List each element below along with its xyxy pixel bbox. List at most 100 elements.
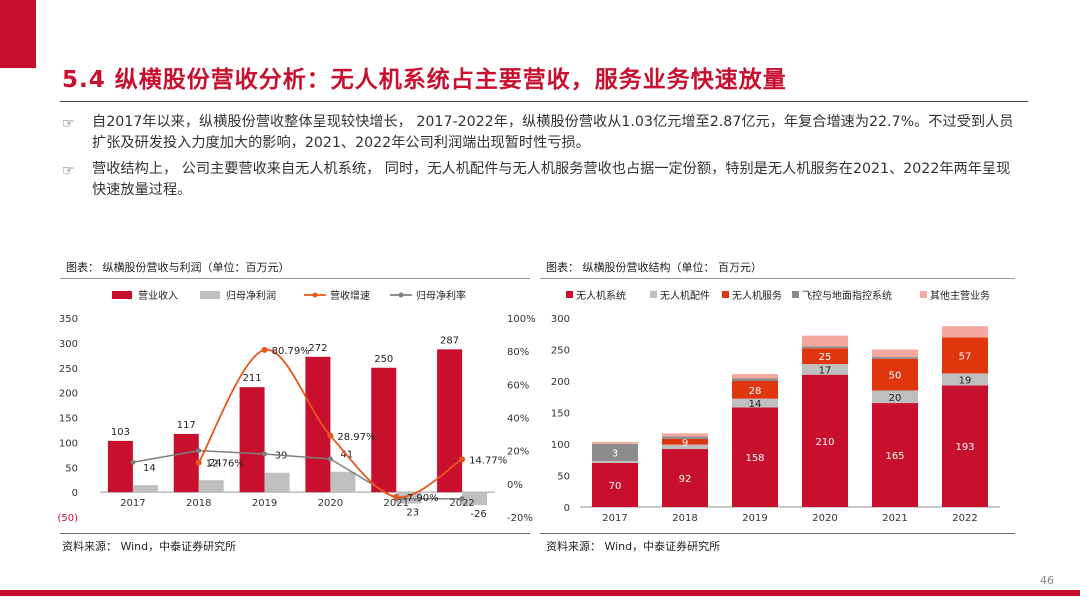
stacked-bar-segment: [872, 349, 918, 358]
legend-label: 飞控与地面指控系统: [802, 289, 892, 302]
revenue-data-label: 211: [243, 373, 262, 384]
segment-data-label: 165: [885, 451, 904, 462]
stacked-bar-segment: [662, 436, 708, 439]
stacked-bar-segment: [732, 378, 778, 381]
segment-data-label: 9: [682, 438, 688, 449]
profit-data-label: -26: [470, 509, 486, 520]
net-margin-point: [262, 451, 268, 457]
revenue-data-label: 103: [111, 427, 130, 438]
stacked-bar-segment: [872, 403, 918, 507]
revenue-growth-label: 80.79%: [272, 346, 310, 357]
segment-data-label: 14: [749, 399, 762, 410]
x-tick-label: 2021: [882, 513, 907, 524]
legend-swatch: [650, 291, 657, 298]
segment-data-label: 57: [959, 351, 972, 362]
revenue-growth-label: 28.97%: [337, 432, 375, 443]
right-chart-source-rule: [540, 533, 1015, 534]
legend-swatch: [566, 291, 573, 298]
stacked-bar-segment: [942, 373, 988, 386]
stacked-bar-segment: [592, 462, 638, 507]
pointing-hand-icon: ☞: [62, 163, 75, 179]
revenue-data-label: 272: [308, 343, 327, 354]
stacked-bar-segment: [872, 358, 918, 391]
revenue-bar: [305, 356, 331, 493]
profit-data-label: 24: [209, 458, 222, 469]
y-tick-label: 0: [564, 503, 570, 514]
y-tick-label: 100: [551, 440, 570, 451]
legend-swatch: [792, 291, 799, 298]
revenue-bar: [173, 433, 199, 493]
segment-data-label: 28: [749, 386, 762, 397]
y-tick-label: 150: [59, 414, 78, 425]
legend-swatch: [920, 291, 927, 298]
legend-label: 营业收入: [138, 289, 178, 302]
revenue-growth-point: [327, 432, 334, 439]
y2-tick-label: 100%: [507, 314, 536, 325]
revenue-data-label: 117: [177, 420, 196, 431]
y-tick-label: 200: [59, 389, 78, 400]
page-number: 46: [1040, 574, 1054, 587]
title-divider: [60, 101, 1028, 102]
x-tick-label: 2018: [672, 513, 697, 524]
x-tick-label: 2020: [318, 498, 343, 509]
revenue-growth-label: 14.77%: [469, 455, 507, 466]
x-tick-label: 2019: [742, 513, 767, 524]
legend-label: 归母净利率: [416, 289, 466, 302]
x-tick-label: 2021: [384, 498, 409, 509]
stacked-bar-segment: [662, 433, 708, 437]
revenue-bar: [107, 440, 133, 493]
revenue-bar: [239, 387, 265, 493]
revenue-growth-point: [393, 493, 400, 500]
stacked-bar-segment: [802, 346, 848, 349]
bullet-text: 营收结构上， 公司主要营收来自无人机系统， 同时，无人机配件与无人机服务营收也占…: [92, 161, 1011, 198]
bottom-accent-bar: [0, 590, 1080, 596]
left-chart-caption-rule: [60, 278, 530, 279]
legend-label: 其他主营业务: [930, 289, 990, 302]
y-tick-label: 0: [72, 488, 78, 499]
revenue-profit-chart: (50) 0 50 100 150 200 250 300 350 -20% 0% 20% 40% 60%…: [57, 289, 536, 524]
y-tick-label: 200: [551, 377, 570, 388]
stacked-bar-segment: [802, 363, 848, 375]
legend-label: 营收增速: [330, 289, 370, 302]
x-tick-label: 2020: [812, 513, 837, 524]
corner-accent-bar: [0, 0, 36, 68]
left-chart-caption: 图表： 纵横股份营收与利润（单位：百万元）: [66, 261, 290, 274]
right-chart-caption: 图表： 纵横股份营收结构（单位： 百万元）: [546, 261, 762, 274]
revenue-bar: [371, 367, 397, 493]
profit-bar: [264, 472, 290, 493]
revenue-growth-label: 12.76%: [206, 459, 244, 470]
y-tick-label: 350: [59, 314, 78, 325]
bullet-item: ☞ 自2017年以来，纵横股份营收整体呈现较快增长， 2017-2022年，纵横…: [62, 112, 1022, 154]
y-tick-label: 50: [557, 472, 570, 483]
page-title: 5.4 纵横股份营收分析：无人机系统占主要营收，服务业务快速放量: [62, 67, 787, 93]
x-tick-label: 2017: [602, 513, 627, 524]
stacked-bar-segment: [802, 335, 848, 347]
stacked-bar-segment: [662, 449, 708, 507]
net-margin-point: [196, 448, 202, 454]
y2-tick-label: 80%: [507, 347, 529, 358]
stacked-bar-segment: [942, 326, 988, 338]
segment-data-label: 19: [959, 375, 972, 386]
stacked-bar-segment: [592, 442, 638, 444]
x-tick-label: 2019: [252, 498, 277, 509]
legend-label: 无人机配件: [660, 289, 710, 302]
y-tick-label: 300: [551, 314, 570, 325]
profit-data-label: 39: [275, 451, 288, 462]
profit-bar: [330, 471, 356, 493]
net-margin-line: [132, 449, 463, 500]
segment-data-label: 17: [819, 365, 832, 376]
y-tick-label: 250: [59, 364, 78, 375]
revenue-data-label: 287: [440, 335, 459, 346]
segment-data-label: 25: [819, 352, 832, 363]
segment-data-label: 193: [955, 442, 974, 453]
legend-label: 无人机系统: [576, 289, 626, 302]
revenue-growth-point: [195, 459, 202, 466]
left-chart-source-rule: [60, 533, 530, 534]
stacked-bar-segment: [592, 444, 638, 462]
segment-data-label: 92: [679, 474, 692, 485]
y2-tick-label: -20%: [507, 513, 533, 524]
revenue-growth-point: [261, 346, 268, 353]
legend-label: 无人机服务: [732, 289, 782, 302]
profit-bar: [396, 492, 422, 504]
net-margin-point: [327, 456, 333, 462]
